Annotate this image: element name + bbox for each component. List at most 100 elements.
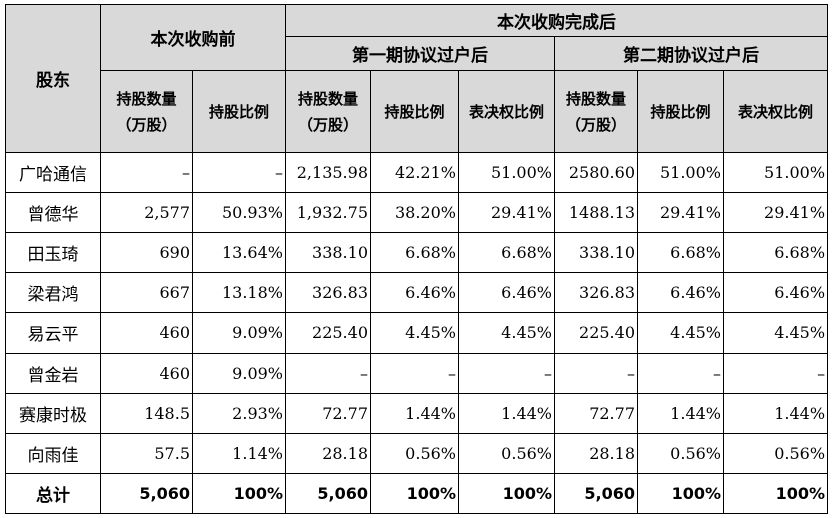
table-row: 赛康时极 148.5 2.93% 72.77 1.44% 1.44% 72.77 1.44% 1… [5, 392, 829, 434]
before-qty-cell: – [100, 151, 193, 194]
before-qty-cell: 2,577 [100, 192, 193, 234]
header-p1-vote: 表决权比例 [458, 70, 555, 153]
table-row: 曾德华 2,577 50.93% 1,932.75 38.20% 29.41% 1488.1… [5, 192, 829, 234]
p1-ratio-cell: 4.45% [370, 312, 459, 354]
p1-ratio-cell: – [370, 352, 459, 394]
p1-qty-cell: 2,135.98 [285, 151, 371, 194]
p1-vote-cell: 1.44% [458, 392, 555, 434]
p1-ratio-cell: 6.46% [370, 272, 459, 314]
header-p2-qty: 持股数量 （万股） [554, 70, 638, 153]
p1-qty-cell: 28.18 [285, 432, 371, 474]
before-qty-cell: 690 [100, 232, 193, 274]
table-row: 梁君鸿 667 13.18% 326.83 6.46% 6.46% 326.83 6.46% 6… [5, 272, 829, 314]
table-row: 广哈通信 – –2,135.98 42.21% 51.00% 2580.60 51.00% 5… [5, 151, 829, 194]
p1-vote-cell: 0.56% [458, 432, 555, 474]
header-shareholder: 股东 [5, 4, 101, 153]
p2-vote-cell: 1.44% [722, 392, 829, 434]
p2-vote-cell: 6.68% [722, 232, 829, 274]
p1-vote-cell: – [458, 352, 555, 394]
shareholder-name-cell: 易云平 [5, 312, 101, 354]
shareholder-name-cell: 赛康时极 [5, 392, 101, 434]
before-qty-cell: 57.5 [100, 432, 193, 474]
p1-vote-cell: 51.00% [458, 151, 555, 194]
shareholder-name-cell: 向雨佳 [5, 432, 101, 474]
p1-vote-cell: 100% [458, 472, 555, 515]
p2-ratio-cell: 51.00% [637, 151, 724, 194]
table-row: 曾金岩 460 9.09% – – – – – – [5, 352, 829, 394]
p2-ratio-cell: – [637, 352, 724, 394]
p1-vote-cell: 4.45% [458, 312, 555, 354]
shareholding-table: 股东 本次收购前 本次收购完成后 第一期协议过户后 第二期协议过户后 持股数量（… [5, 4, 829, 515]
p2-qty-cell: 225.40 [554, 312, 638, 354]
p1-qty-cell: – [285, 352, 371, 394]
p2-vote-cell: 4.45% [722, 312, 829, 354]
table-row: 向雨佳 57.5 1.14% 28.18 0.56% 0.56% 28.18 0.56% 0.5… [5, 432, 829, 474]
header-before: 本次收购前 [100, 4, 286, 71]
p2-qty-cell: – [554, 352, 638, 394]
p2-vote-cell: 100% [722, 472, 829, 515]
shareholder-name-cell: 广哈通信 [5, 151, 101, 194]
p1-vote-cell: 6.68% [458, 232, 555, 274]
header-after: 本次收购完成后 [284, 4, 829, 37]
before-ratio-cell: 13.18% [192, 272, 286, 314]
header-before-ratio: 持股比例 [192, 70, 286, 153]
p2-ratio-cell: 6.68% [637, 232, 724, 274]
p1-ratio-cell: 42.21% [370, 151, 459, 194]
header-before-qty: 持股数量 （万股） [100, 70, 193, 153]
header-phase1: 第一期协议过户后 [285, 36, 555, 71]
shareholder-name-cell: 梁君鸿 [5, 272, 101, 314]
p2-vote-cell: 0.56% [722, 432, 829, 474]
p2-ratio-cell: 1.44% [637, 392, 724, 434]
table-body: 广哈通信 – –2,135.98 42.21% 51.00% 2580.60 51.00% 5… [5, 151, 829, 515]
shareholder-name-cell: 曾德华 [5, 192, 101, 234]
before-qty-cell: 148.5 [100, 392, 193, 434]
p2-vote-cell: 6.46% [722, 272, 829, 314]
before-qty-cell: 5,060 [100, 472, 193, 515]
p2-qty-cell: 2580.60 [554, 151, 638, 194]
p1-ratio-cell: 100% [370, 472, 459, 515]
p1-vote-cell: 6.46% [458, 272, 555, 314]
before-ratio-cell: 13.64% [192, 232, 286, 274]
p1-ratio-cell: 1.44% [370, 392, 459, 434]
p2-qty-cell: 72.77 [554, 392, 638, 434]
p2-qty-cell: 28.18 [554, 432, 638, 474]
p2-ratio-cell: 29.41% [637, 192, 724, 234]
p1-ratio-cell: 6.68% [370, 232, 459, 274]
table-row: 易云平 460 9.09% 225.40 4.45% 4.45% 225.40 4.45% 4.… [5, 312, 829, 354]
p2-vote-cell: 51.00% [722, 151, 829, 194]
before-ratio-cell: 1.14% [192, 432, 286, 474]
before-ratio-cell: 100% [192, 472, 286, 515]
before-ratio-cell: 9.09% [192, 312, 286, 354]
p2-ratio-cell: 4.45% [637, 312, 724, 354]
total-row: 总计 5,060 100% 5,060 100% 100% 5,060 100% 100% [5, 472, 829, 515]
header-p1-qty: 持股数量 （万股） [285, 70, 371, 153]
header-p1-ratio: 持股比例 [370, 70, 459, 153]
shareholder-name-cell: 田玉琦 [5, 232, 101, 274]
p1-qty-cell: 5,060 [285, 472, 371, 515]
p2-ratio-cell: 6.46% [637, 272, 724, 314]
p2-qty-cell: 5,060 [554, 472, 638, 515]
p1-ratio-cell: 0.56% [370, 432, 459, 474]
before-ratio-cell: – [192, 151, 286, 194]
before-qty-cell: 460 [100, 312, 193, 354]
p1-qty-cell: 72.77 [285, 392, 371, 434]
p2-qty-cell: 326.83 [554, 272, 638, 314]
p1-qty-cell: 1,932.75 [285, 192, 371, 234]
table-row: 田玉琦 690 13.64% 338.10 6.68% 6.68% 338.10 6.68% 6… [5, 232, 829, 274]
p1-ratio-cell: 38.20% [370, 192, 459, 234]
p2-qty-cell: 1488.13 [554, 192, 638, 234]
p2-ratio-cell: 0.56% [637, 432, 724, 474]
shareholder-name-cell: 曾金岩 [5, 352, 101, 394]
before-qty-cell: 667 [100, 272, 193, 314]
shareholder-name-cell: 总计 [5, 472, 101, 515]
header-p2-ratio: 持股比例 [637, 70, 724, 153]
p1-qty-cell: 225.40 [285, 312, 371, 354]
p2-qty-cell: 338.10 [554, 232, 638, 274]
p1-vote-cell: 29.41% [458, 192, 555, 234]
p2-ratio-cell: 100% [637, 472, 724, 515]
before-ratio-cell: 50.93% [192, 192, 286, 234]
before-qty-cell: 460 [100, 352, 193, 394]
before-ratio-cell: 2.93% [192, 392, 286, 434]
before-ratio-cell: 9.09% [192, 352, 286, 394]
header-phase2: 第二期协议过户后 [553, 36, 829, 71]
